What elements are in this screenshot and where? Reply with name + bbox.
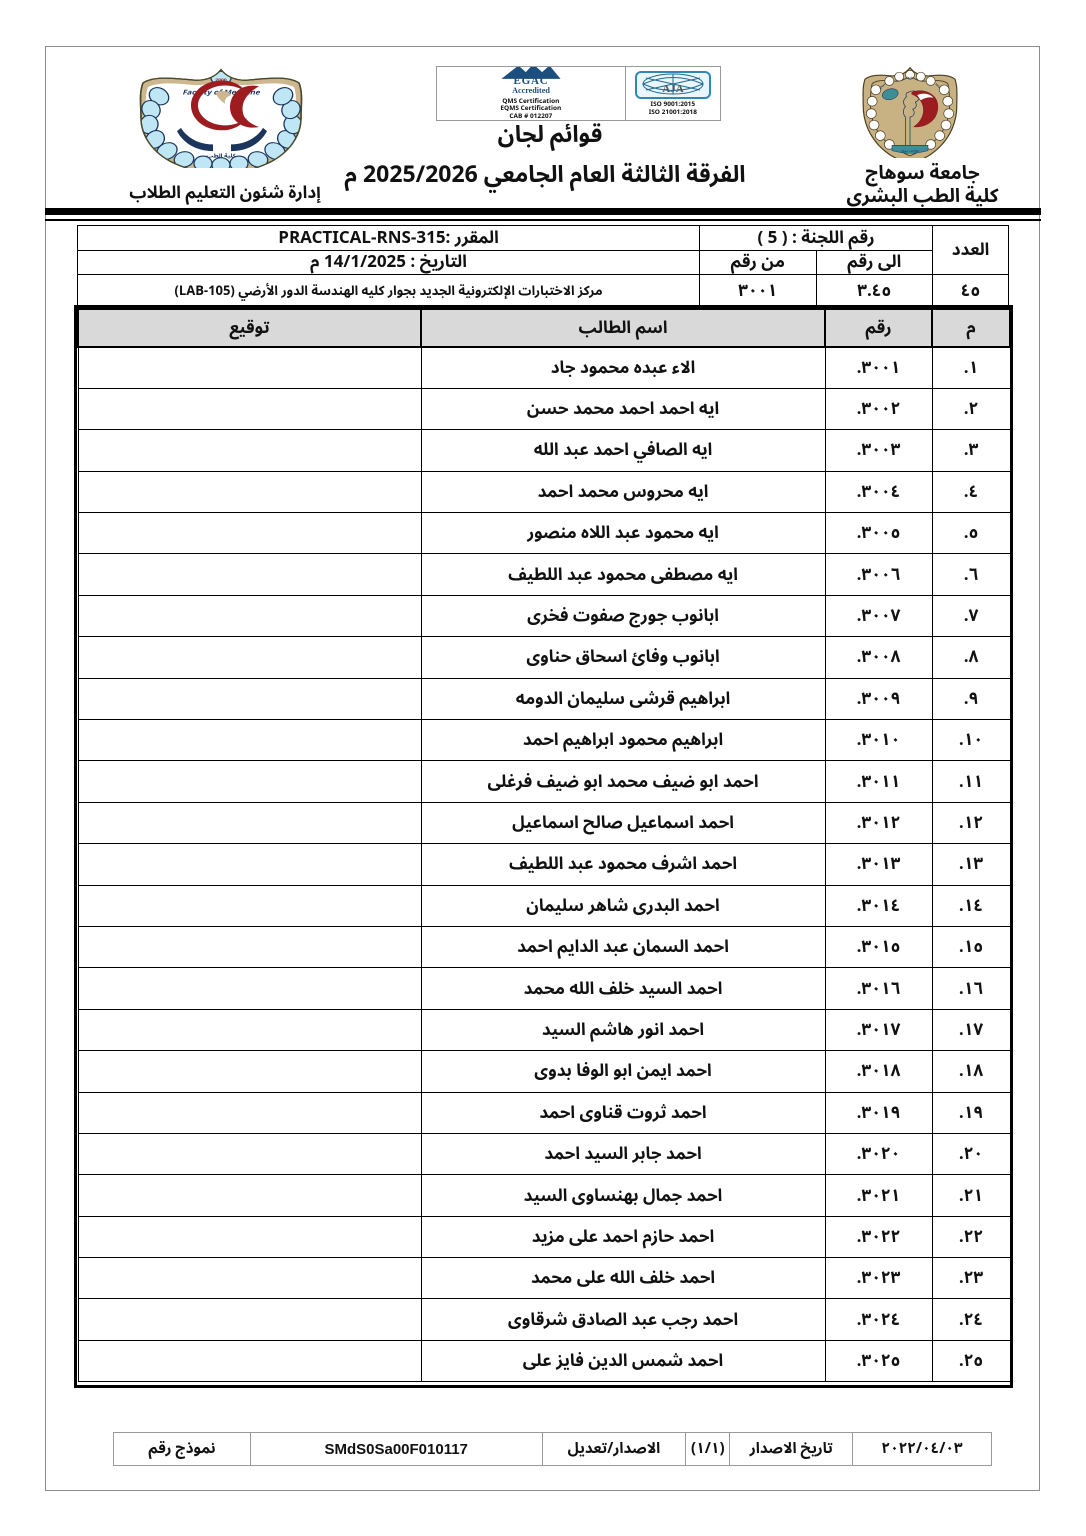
svg-text:AJA: AJA	[662, 83, 683, 95]
svg-text:كلية الطب سوهاج: كلية الطب سوهاج	[901, 149, 920, 154]
svg-text:جامعة: جامعة	[906, 75, 914, 81]
